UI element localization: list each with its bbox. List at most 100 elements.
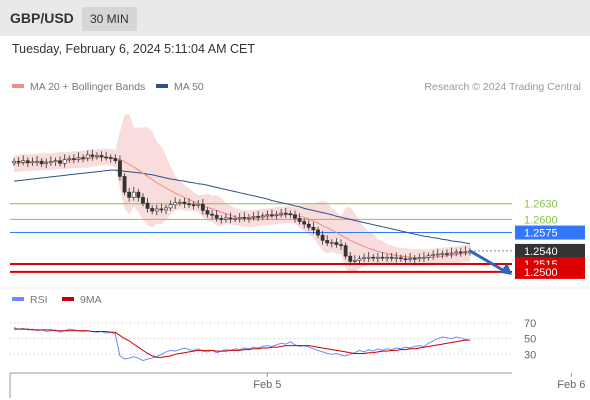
candle-body (30, 161, 35, 164)
candle-body (48, 161, 53, 164)
candle-body (256, 215, 261, 218)
rsi-legend-label-1: 9MA (80, 294, 102, 306)
timestamp: Tuesday, February 6, 2024 5:11:04 AM CET (12, 42, 255, 56)
candle-body (283, 212, 288, 215)
candle-body (191, 204, 196, 207)
rsi-tick-50: 50 (524, 334, 536, 346)
candle-body (288, 213, 293, 216)
legend-swatch-1 (156, 84, 168, 88)
candle-body (463, 251, 468, 253)
candle-body (422, 256, 426, 259)
candle-body (145, 202, 150, 209)
candle-body (168, 204, 173, 209)
candle-body (237, 217, 242, 219)
candle-body (108, 157, 113, 159)
price-tag-bg-5 (515, 264, 585, 279)
top-bar: GBP/USD 30 MIN (0, 0, 590, 36)
candle-body (187, 203, 191, 206)
candle-body (71, 158, 76, 160)
candle-body (196, 203, 201, 206)
candle-body (371, 256, 376, 259)
candle-body (293, 214, 297, 219)
candle-body (343, 245, 348, 257)
candle-body (375, 256, 380, 259)
candle-body (426, 255, 431, 258)
candle-body (325, 240, 330, 244)
rsi-tick-70: 70 (524, 318, 536, 330)
timeframe-badge[interactable]: 30 MIN (82, 7, 137, 31)
candle-body (136, 191, 141, 198)
candle-body (154, 208, 159, 212)
candle-body (219, 218, 224, 220)
candle-body (352, 260, 357, 262)
candle-body (99, 155, 104, 158)
candle-body (329, 242, 334, 244)
candle-body (357, 258, 362, 261)
price-tag-pivot-2: 1.2575 (524, 228, 558, 240)
candle-body (412, 257, 417, 260)
candle-body (320, 234, 325, 241)
candle-body (164, 207, 168, 211)
price-tag-last-3: 1.2540 (524, 246, 558, 258)
candle-body (394, 257, 399, 260)
candle-body (81, 157, 85, 159)
credit-text: Research © 2024 Trading Central (424, 81, 581, 93)
candle-body (177, 201, 182, 204)
rsi-legend-label-0: RSI (30, 294, 48, 306)
candle-body (380, 256, 385, 259)
rsi-line (13, 327, 471, 362)
projection-arrow-head (500, 262, 512, 275)
candle-body (385, 256, 389, 259)
candle-body (58, 160, 62, 164)
candle-body (173, 202, 178, 206)
candle-body (200, 203, 205, 211)
candle-body (85, 154, 90, 159)
rsi-legend-swatch-1 (62, 297, 74, 301)
price-tag-bg-2 (515, 225, 585, 240)
price-tag-resistance-1: 1.2600 (524, 214, 558, 226)
candle-body (90, 154, 95, 157)
price-tag-resistance-0: 1.2630 (524, 199, 558, 211)
candle-body (127, 191, 132, 198)
candle-body (389, 256, 394, 259)
candle-body (408, 257, 413, 260)
candle-body (35, 160, 39, 163)
candle-body (260, 215, 265, 218)
candle-body (348, 255, 353, 262)
candle-body (431, 254, 436, 256)
legend-label-0: MA 20 + Bollinger Bands (30, 81, 145, 93)
candle-body (159, 208, 164, 211)
candle-body (223, 217, 228, 220)
candle-body (62, 159, 67, 164)
candle-body (150, 208, 155, 212)
candle-body (205, 210, 210, 215)
bollinger-band (14, 113, 470, 275)
projection-arrow (469, 249, 507, 274)
candle-body (362, 257, 366, 260)
ma50-line (13, 169, 471, 245)
rsi-tick-30: 30 (524, 349, 536, 361)
candle-body (440, 253, 445, 255)
candle-body (104, 156, 109, 159)
candle-body (67, 158, 72, 160)
x-tick-label-1: Feb 6 (557, 379, 585, 391)
rsi-legend-swatch-0 (12, 297, 24, 301)
candle-body (141, 197, 145, 204)
candle-body (316, 229, 320, 236)
candle-body (399, 257, 403, 260)
candle-body (39, 160, 44, 165)
candle-body (210, 213, 214, 216)
candle-body (251, 215, 256, 218)
candle-body (16, 160, 21, 163)
candle-body (113, 158, 118, 161)
candle-body (44, 162, 49, 165)
candle-body (366, 256, 371, 259)
rsi-ma9-line (14, 328, 470, 358)
candle-body (233, 218, 237, 220)
candle-body (228, 217, 233, 220)
candle-body (76, 157, 81, 160)
candle-body (274, 213, 279, 216)
instrument-name: GBP/USD (10, 10, 74, 26)
candle-body (458, 251, 463, 254)
